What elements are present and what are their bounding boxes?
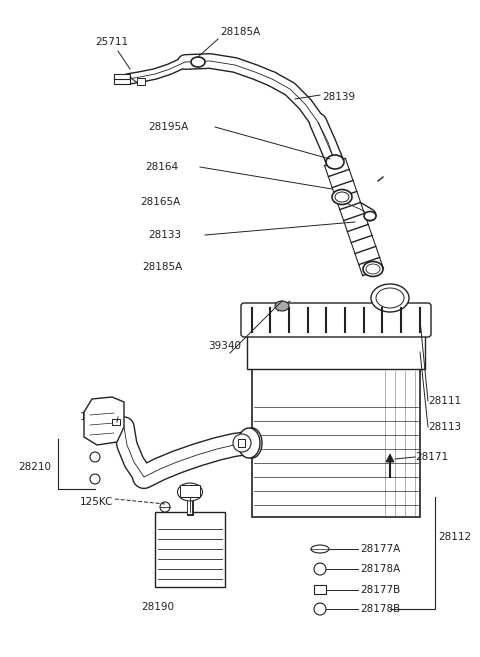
Text: 28133: 28133	[148, 230, 181, 240]
Text: 28139: 28139	[322, 92, 355, 102]
Text: 28113: 28113	[428, 422, 461, 432]
Bar	[314, 585, 326, 594]
Ellipse shape	[242, 428, 262, 458]
Text: 28190: 28190	[142, 602, 175, 612]
Bar	[252, 369, 420, 517]
Text: 28185A: 28185A	[142, 262, 182, 272]
Ellipse shape	[332, 189, 352, 204]
Text: 28171: 28171	[415, 452, 448, 462]
Bar	[247, 334, 425, 369]
Ellipse shape	[366, 264, 380, 274]
Bar	[180, 485, 200, 497]
Bar	[114, 74, 130, 84]
Bar	[112, 419, 120, 425]
Text: 28185A: 28185A	[220, 27, 260, 37]
Text: 25711: 25711	[95, 37, 128, 47]
Circle shape	[160, 502, 170, 512]
Polygon shape	[386, 454, 394, 462]
Ellipse shape	[233, 434, 251, 452]
Text: 28177A: 28177A	[360, 544, 400, 554]
FancyBboxPatch shape	[241, 303, 431, 337]
Ellipse shape	[335, 192, 349, 202]
Polygon shape	[84, 397, 124, 445]
Text: 28177B: 28177B	[360, 585, 400, 595]
Text: 28178B: 28178B	[360, 604, 400, 614]
Text: 28210: 28210	[18, 462, 51, 472]
Circle shape	[90, 474, 100, 484]
Text: 28164: 28164	[145, 162, 178, 172]
Bar	[137, 78, 145, 85]
Text: 28165A: 28165A	[140, 197, 180, 207]
Text: 28112: 28112	[438, 532, 471, 542]
Circle shape	[314, 603, 326, 615]
Bar	[155, 512, 225, 587]
Ellipse shape	[275, 301, 289, 311]
Text: 28178A: 28178A	[360, 564, 400, 574]
Text: 28111: 28111	[428, 396, 461, 406]
Polygon shape	[325, 159, 383, 275]
Text: 28195A: 28195A	[148, 122, 188, 132]
Ellipse shape	[326, 155, 344, 169]
Text: 125KC: 125KC	[80, 412, 113, 422]
Ellipse shape	[311, 545, 329, 553]
Circle shape	[90, 452, 100, 462]
Ellipse shape	[363, 261, 383, 277]
Ellipse shape	[178, 483, 203, 501]
Ellipse shape	[238, 428, 260, 458]
Circle shape	[314, 563, 326, 575]
Ellipse shape	[371, 284, 409, 312]
Text: 125KC: 125KC	[80, 497, 113, 507]
Text: 39340: 39340	[208, 341, 241, 351]
Ellipse shape	[376, 288, 404, 308]
Ellipse shape	[191, 57, 205, 67]
Ellipse shape	[364, 212, 376, 221]
Bar	[238, 439, 245, 447]
